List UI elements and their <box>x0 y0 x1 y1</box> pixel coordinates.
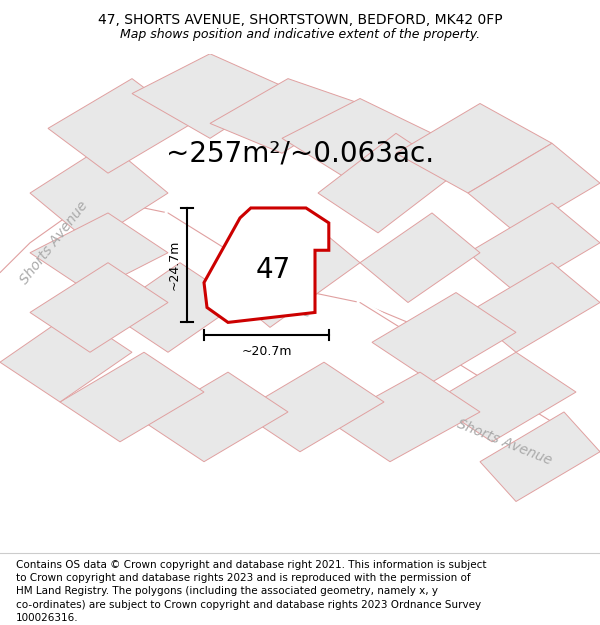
Text: Shorts Avenue: Shorts Avenue <box>454 416 554 468</box>
Polygon shape <box>360 213 480 302</box>
Polygon shape <box>330 372 480 462</box>
Polygon shape <box>30 262 168 352</box>
Polygon shape <box>204 208 329 322</box>
Polygon shape <box>240 362 384 452</box>
Polygon shape <box>108 262 240 352</box>
Polygon shape <box>468 262 600 352</box>
Polygon shape <box>144 372 288 462</box>
Polygon shape <box>372 292 516 382</box>
Polygon shape <box>132 54 288 138</box>
Polygon shape <box>468 203 600 292</box>
Polygon shape <box>210 213 360 328</box>
Text: 47, SHORTS AVENUE, SHORTSTOWN, BEDFORD, MK42 0FP: 47, SHORTS AVENUE, SHORTSTOWN, BEDFORD, … <box>98 13 502 27</box>
Text: Shorts Avenue: Shorts Avenue <box>210 285 312 320</box>
Polygon shape <box>396 104 552 193</box>
Polygon shape <box>480 412 600 501</box>
Polygon shape <box>48 79 192 173</box>
Text: ~257m²/~0.063ac.: ~257m²/~0.063ac. <box>166 139 434 168</box>
Polygon shape <box>468 143 600 233</box>
Polygon shape <box>318 133 456 233</box>
Polygon shape <box>30 143 168 242</box>
Polygon shape <box>282 99 432 183</box>
Text: Shorts Avenue: Shorts Avenue <box>17 199 91 287</box>
Polygon shape <box>0 312 132 402</box>
Polygon shape <box>210 79 360 153</box>
Text: Map shows position and indicative extent of the property.: Map shows position and indicative extent… <box>120 28 480 41</box>
Text: ~20.7m: ~20.7m <box>241 345 292 358</box>
Text: ~24.7m: ~24.7m <box>167 240 181 291</box>
Polygon shape <box>30 213 168 292</box>
Polygon shape <box>60 352 204 442</box>
Polygon shape <box>432 352 576 442</box>
Text: Contains OS data © Crown copyright and database right 2021. This information is : Contains OS data © Crown copyright and d… <box>16 560 487 623</box>
Text: 47: 47 <box>256 256 290 284</box>
